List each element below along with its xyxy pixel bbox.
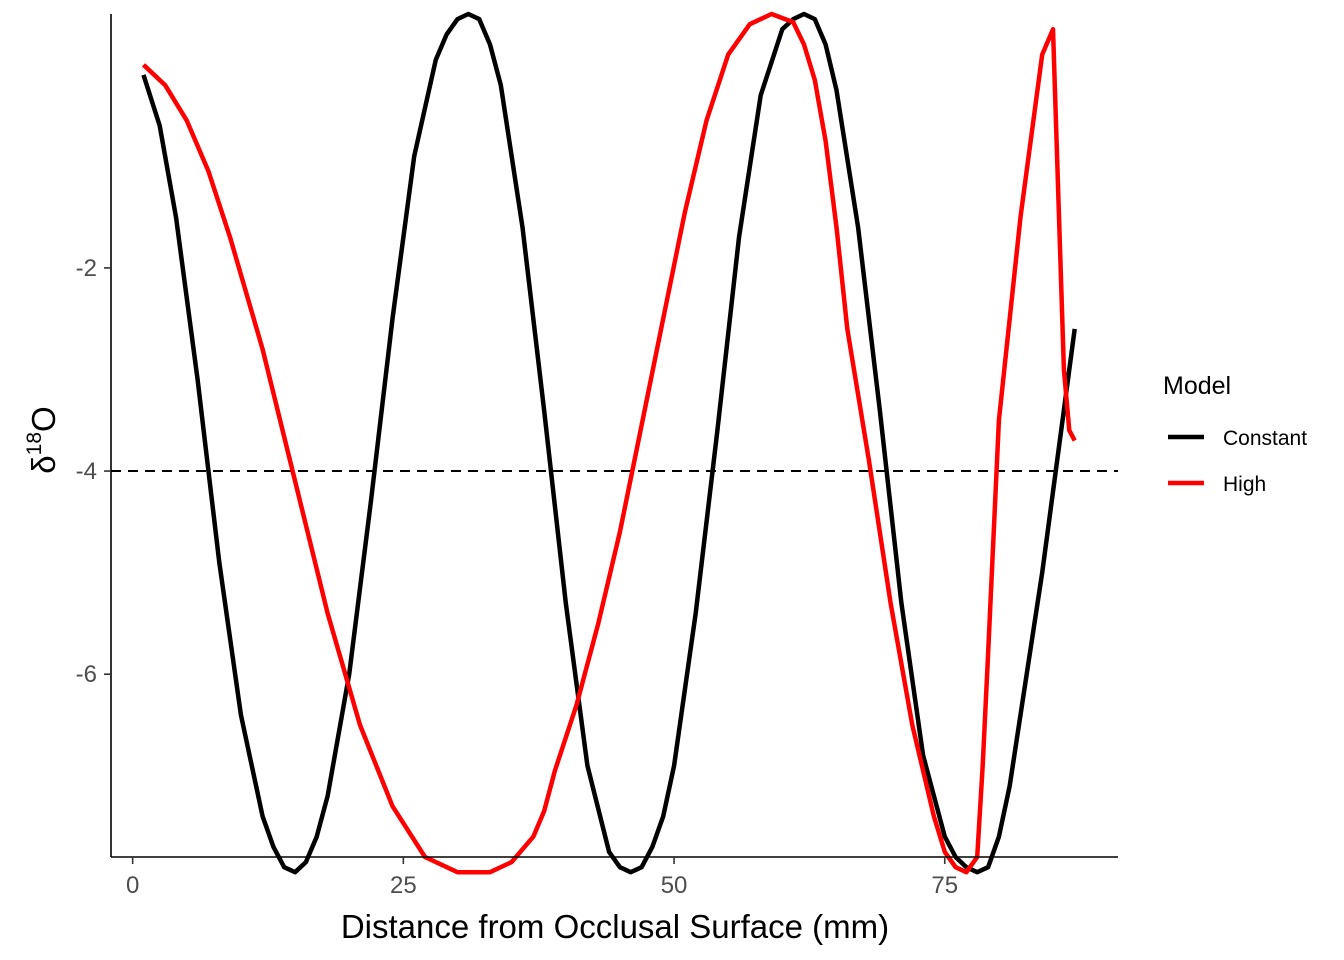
legend-label-high: High — [1223, 473, 1266, 496]
x-tick-label: 50 — [661, 872, 688, 899]
x-tick-label: 75 — [931, 872, 958, 899]
legend: Model Constant High — [1163, 372, 1307, 496]
x-ticks: 0 25 50 75 — [126, 857, 958, 899]
x-axis-title: Distance from Occlusal Surface (mm) — [341, 908, 889, 945]
series-line-high — [141, 11, 1077, 875]
series-line-constant — [141, 11, 1077, 875]
y-ticks: -2 -4 -6 — [76, 255, 111, 688]
plot-area — [111, 11, 1118, 875]
x-tick-label: 0 — [126, 872, 139, 899]
y-tick-label: -6 — [76, 661, 97, 688]
y-axis-title-prefix: δ — [25, 455, 62, 473]
legend-entries: Constant High — [1168, 427, 1307, 496]
y-axis-title-suffix: O — [25, 406, 62, 432]
legend-title: Model — [1163, 372, 1231, 400]
x-tick-label: 25 — [390, 872, 417, 899]
y-axis-title-superscript: 18 — [23, 432, 46, 455]
y-tick-label: -2 — [76, 255, 97, 282]
y-tick-label: -4 — [76, 458, 97, 485]
series-layer — [141, 11, 1077, 875]
legend-label-constant: Constant — [1223, 427, 1307, 450]
y-axis-title: δ18O — [23, 406, 62, 473]
